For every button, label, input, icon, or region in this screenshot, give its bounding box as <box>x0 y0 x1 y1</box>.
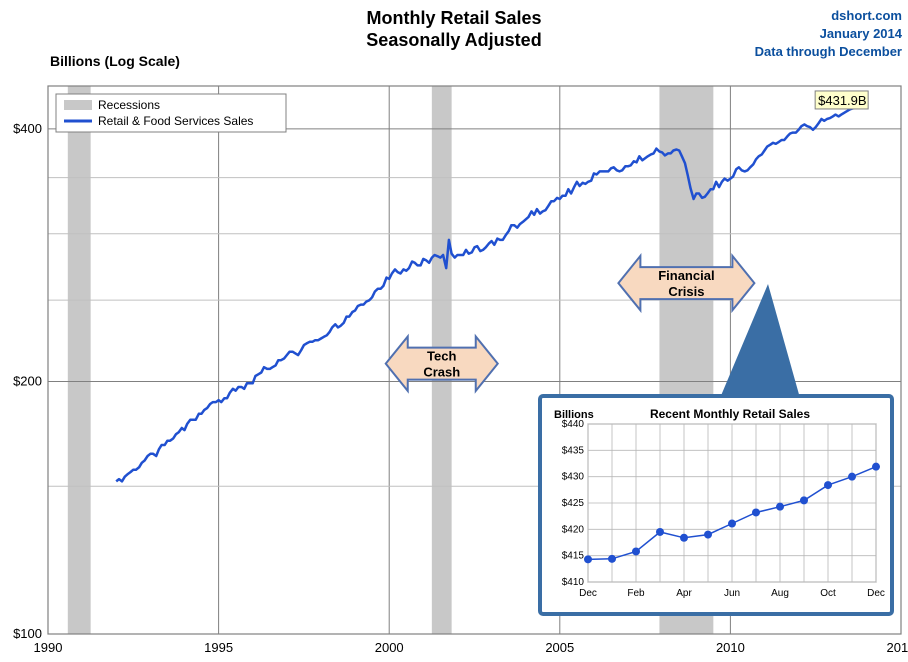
inset-marker <box>632 547 640 555</box>
inset-y-tick: $440 <box>562 419 585 430</box>
inset-x-tick: Oct <box>820 588 836 599</box>
attribution-site: dshort.com <box>831 8 902 23</box>
inset-y-tick: $420 <box>562 524 585 535</box>
chart-svg: Monthly Retail SalesSeasonally Adjusted B… <box>0 0 908 662</box>
attribution-range: Data through December <box>755 44 902 59</box>
y-tick-label: $200 <box>13 373 42 388</box>
inset-y-tick: $425 <box>562 498 585 509</box>
inset-y-tick: $435 <box>562 445 585 456</box>
x-tick-label: 2005 <box>545 640 574 655</box>
y-axis-title: Billions (Log Scale) <box>50 53 180 69</box>
inset-marker <box>680 534 688 542</box>
inset-marker <box>608 555 616 563</box>
inset-title: Recent Monthly Retail Sales <box>650 407 810 421</box>
chart-subtitle: Seasonally Adjusted <box>366 30 541 50</box>
inset-marker <box>848 473 856 481</box>
inset-x-tick: Dec <box>867 588 885 599</box>
inset-x-tick: Jun <box>724 588 740 599</box>
x-tick-label: 1990 <box>34 640 63 655</box>
inset-marker <box>752 508 760 516</box>
inset-marker <box>824 481 832 489</box>
x-tick-label: 1995 <box>204 640 233 655</box>
inset-marker <box>728 520 736 528</box>
inset-x-tick: Dec <box>579 588 597 599</box>
financial-crisis-label-2: Crisis <box>668 284 704 299</box>
end-value-label: $431.9B <box>818 93 866 108</box>
inset-marker <box>800 496 808 504</box>
inset-marker <box>656 528 664 536</box>
inset-y-tick: $410 <box>562 577 585 588</box>
y-tick-label: $400 <box>13 121 42 136</box>
inset-marker <box>872 463 880 471</box>
x-tick-label: 2015 <box>887 640 908 655</box>
inset-marker <box>776 503 784 511</box>
tech-crash-label-1: Tech <box>427 349 456 364</box>
attribution-date: January 2014 <box>820 26 903 41</box>
inset-x-tick: Aug <box>771 588 789 599</box>
y-tick-label: $100 <box>13 626 42 641</box>
inset-x-tick: Apr <box>676 588 692 599</box>
inset-x-tick: Feb <box>627 588 645 599</box>
recession-band <box>68 86 91 634</box>
chart-stage: Monthly Retail SalesSeasonally Adjusted B… <box>0 0 908 662</box>
x-tick-label: 2000 <box>375 640 404 655</box>
legend-label-series: Retail & Food Services Sales <box>98 114 253 128</box>
inset-y-tick: $415 <box>562 551 585 562</box>
chart-title: Monthly Retail Sales <box>366 8 541 28</box>
x-tick-label: 2010 <box>716 640 745 655</box>
inset-marker <box>584 555 592 563</box>
legend-swatch-recession <box>64 100 92 110</box>
inset-marker <box>704 531 712 539</box>
inset-y-tick: $430 <box>562 472 585 483</box>
financial-crisis-label-1: Financial <box>658 268 714 283</box>
legend-label-recession: Recessions <box>98 98 160 112</box>
tech-crash-label-2: Crash <box>423 365 460 380</box>
